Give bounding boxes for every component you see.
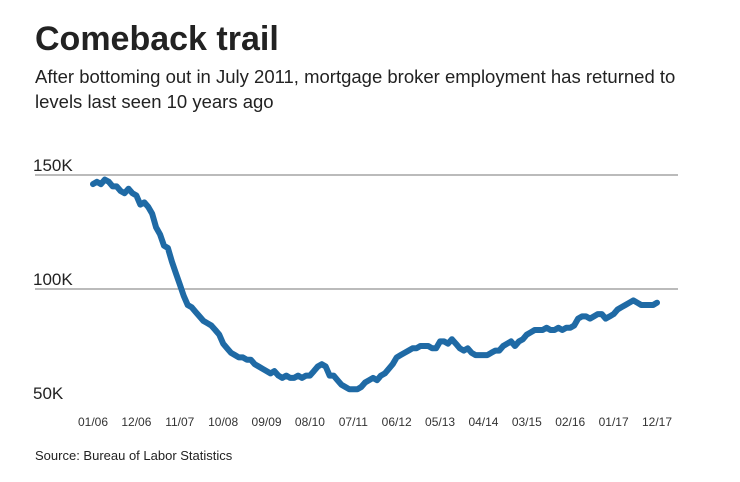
x-tick-label: 12/06 <box>121 415 151 429</box>
y-tick-label: 50K <box>33 384 64 403</box>
x-tick-label: 09/09 <box>252 415 282 429</box>
x-tick-label: 03/15 <box>512 415 542 429</box>
x-tick-label: 07/11 <box>339 415 368 429</box>
chart-title: Comeback trail <box>35 20 279 58</box>
chart: 50K 100K 150K 01/06 12/06 11/07 10/08 09/09 08/1… <box>33 156 678 429</box>
chart-subtitle: After bottoming out in July 2011, mortga… <box>35 66 676 112</box>
data-line <box>90 176 660 393</box>
y-tick-label: 150K <box>33 156 73 175</box>
y-tick-label: 100K <box>33 270 73 289</box>
x-tick-label: 12/17 <box>642 415 672 429</box>
x-tick-label: 02/16 <box>555 415 585 429</box>
x-tick-label: 04/14 <box>468 415 498 429</box>
x-tick-label: 01/17 <box>599 415 629 429</box>
x-tick-label: 05/13 <box>425 415 455 429</box>
x-tick-label: 11/07 <box>165 415 194 429</box>
source-note: Source: Bureau of Labor Statistics <box>35 448 233 463</box>
x-tick-label: 06/12 <box>382 415 412 429</box>
x-tick-label: 08/10 <box>295 415 325 429</box>
x-tick-label: 01/06 <box>78 415 108 429</box>
x-tick-label: 10/08 <box>208 415 238 429</box>
